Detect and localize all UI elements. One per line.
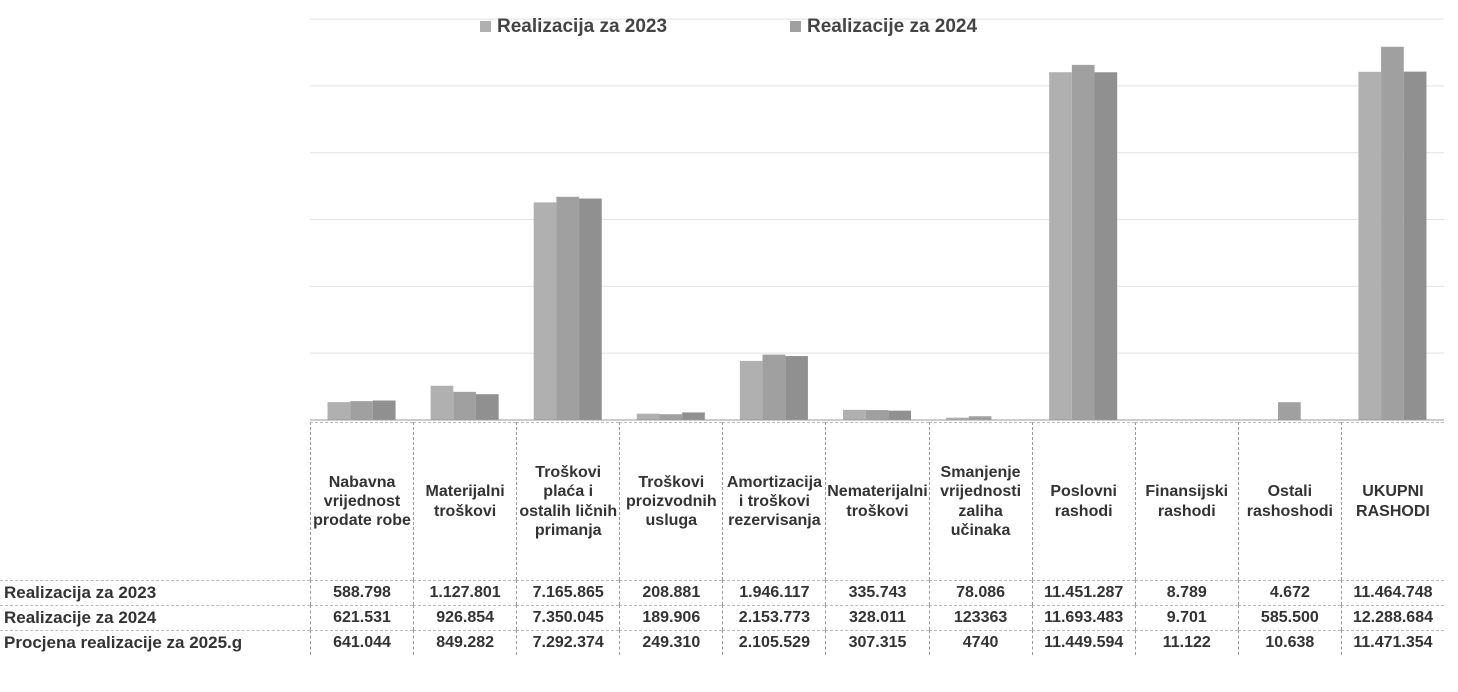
legend-swatch [480,21,491,32]
table-value: 641.044 [310,630,414,655]
chart: Realizacija za 2023 Realizacije za 2024 [310,16,1444,421]
table-value: 11.122 [1134,630,1238,655]
table-value: 7.165.865 [516,580,620,605]
category-label: Troškovi proizvodnih usluga [619,422,723,580]
table-value: 11.464.748 [1340,580,1444,605]
table-value: 11.471.354 [1340,630,1444,655]
table-value: 8.789 [1134,580,1238,605]
bar [556,196,580,420]
bar [1071,64,1095,420]
category-label: Amortizacija i troškovi rezervisanja [722,422,826,580]
table-value: 78.086 [928,580,1032,605]
table-value: 926.854 [413,605,517,630]
bar [579,198,602,420]
table-value: 189.906 [619,605,723,630]
table-value: 7.292.374 [516,630,620,655]
table-value: 11.449.594 [1031,630,1135,655]
bar [533,202,557,420]
table-value: 1.946.117 [722,580,826,605]
bar [636,413,660,420]
table-value: 849.282 [413,630,517,655]
table-value: 335.743 [825,580,929,605]
row-label: Realizacije za 2024 [0,605,310,630]
legend-label: Realizacije za 2024 [807,16,977,37]
table-value: 307.315 [825,630,929,655]
row-label: Procjena realizacije za 2025.g [0,630,310,655]
category-label: Nematerijalni troškovi [825,422,929,580]
table-value: 2.153.773 [722,605,826,630]
bar [968,416,992,420]
bar [659,414,683,420]
bar [739,360,763,420]
bar [475,394,499,420]
bar [1358,71,1382,421]
table-value: 1.127.801 [413,580,517,605]
bar [1049,72,1072,421]
category-label: Finansijski rashodi [1134,422,1238,580]
category-label: Ostali rashoshodi [1237,422,1341,580]
table-value: 12.288.684 [1340,605,1444,630]
bar [1094,72,1118,420]
category-label: Nabavna vrijednost prodate robe [310,422,414,580]
bar [1381,46,1404,420]
table-value: 4740 [928,630,1032,655]
table-value: 208.881 [619,580,723,605]
table-value: 621.531 [310,605,414,630]
bar [372,400,396,420]
table-value: 588.798 [310,580,414,605]
bar [865,410,889,420]
legend-label: Realizacija za 2023 [497,16,667,37]
row-label: Realizacija za 2023 [0,580,310,605]
bar [762,354,786,420]
table-value: 11.693.483 [1031,605,1135,630]
table-value: 4.672 [1237,580,1341,605]
category-label: Smanjenje vrijednosti zaliha učinaka [928,422,1032,580]
bar [682,412,705,420]
table-value: 2.105.529 [722,630,826,655]
table-value: 123363 [928,605,1032,630]
bar [453,391,476,420]
category-label: Materijalni troškovi [413,422,517,580]
table-value: 10.638 [1237,630,1341,655]
bar [946,417,969,420]
table-value: 585.500 [1237,605,1341,630]
category-label: Poslovni rashodi [1031,422,1135,580]
table-value: 7.350.045 [516,605,620,630]
bar [888,410,912,420]
table-value: 9.701 [1134,605,1238,630]
bar [430,385,454,420]
category-label: Troškovi plaća i ostalih ličnih primanja [516,422,620,580]
bar [842,409,866,420]
bar [1278,402,1301,420]
bar [785,356,808,420]
legend-swatch [790,21,801,32]
category-label: UKUPNI RASHODI [1340,422,1444,580]
bar [1403,71,1427,421]
table-value: 11.451.287 [1031,580,1135,605]
bar [350,401,373,420]
table-value: 328.011 [825,605,929,630]
bar [327,402,351,420]
table-value: 249.310 [619,630,723,655]
